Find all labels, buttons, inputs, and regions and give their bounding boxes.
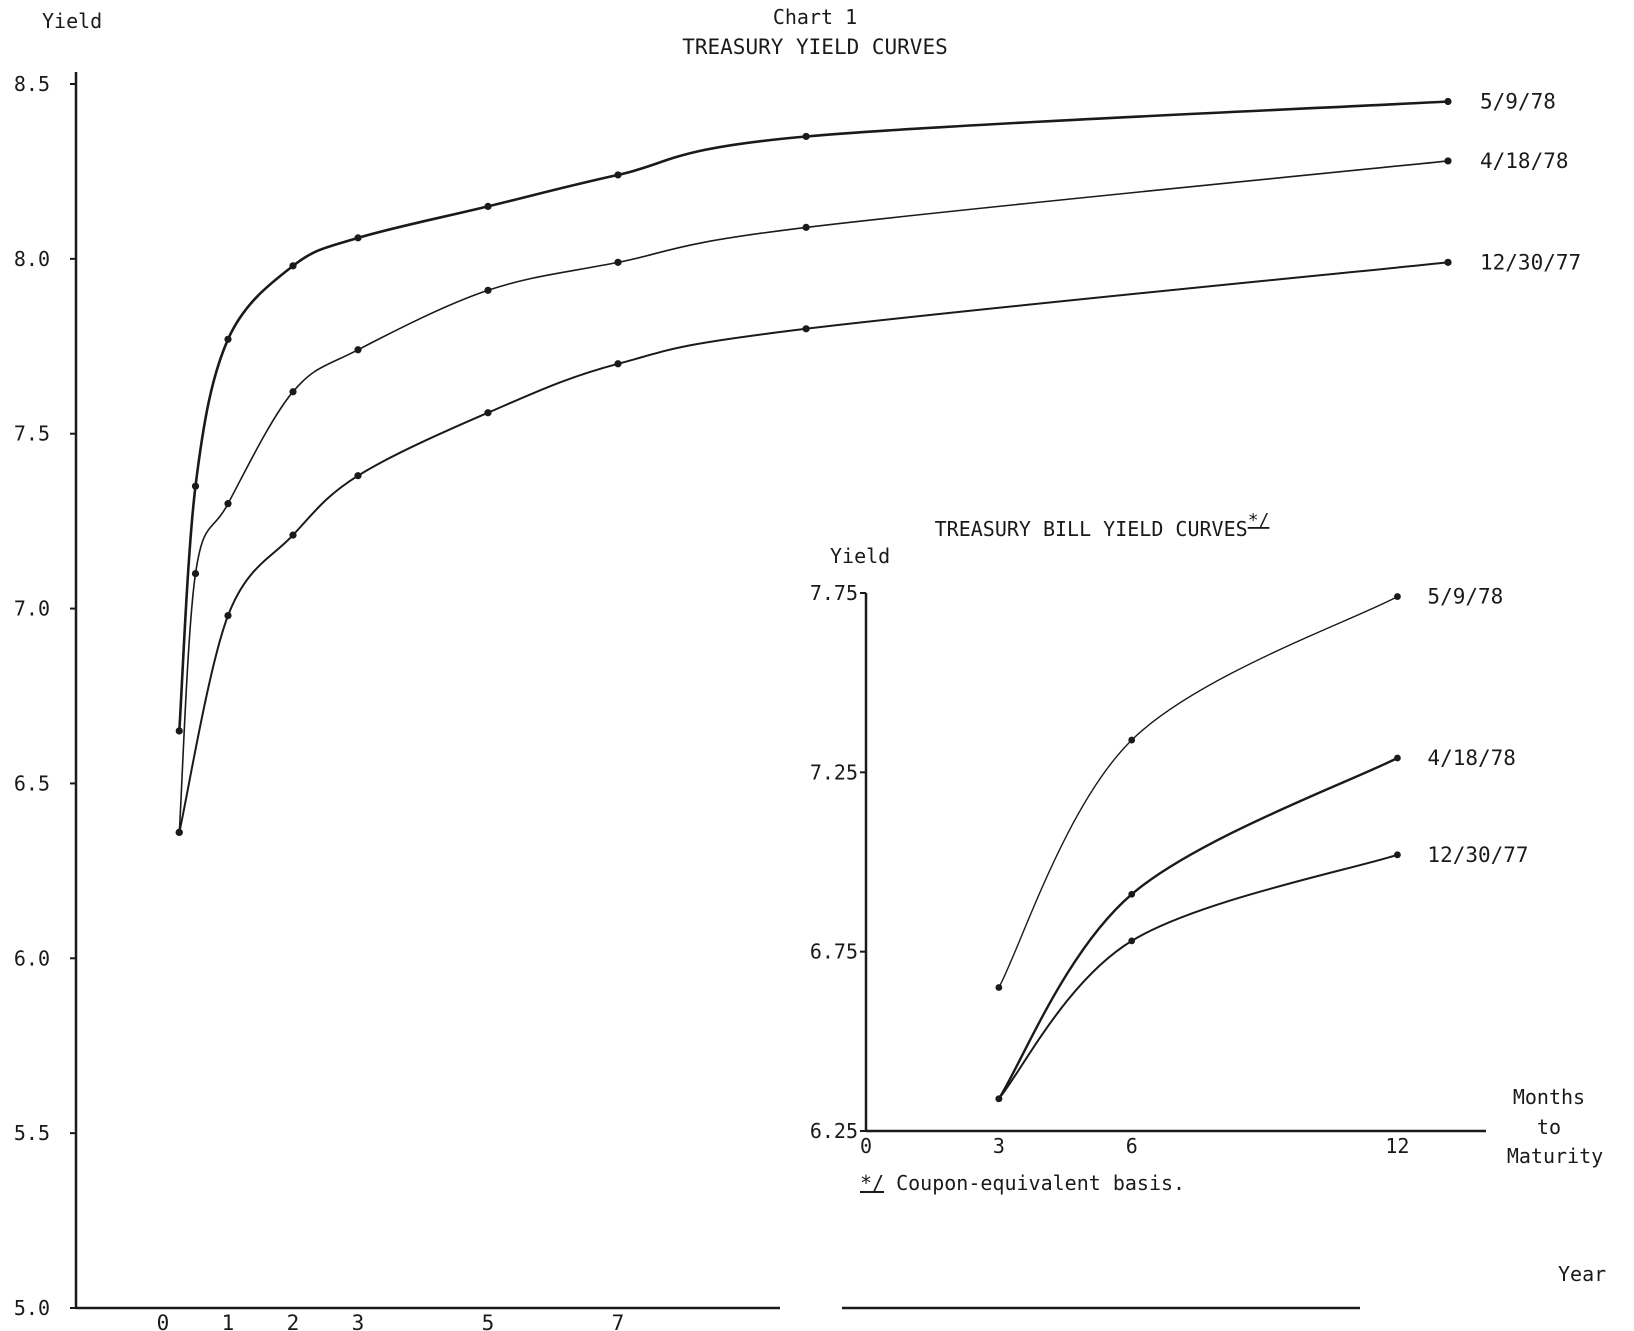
chart-title: TREASURY YIELD CURVES <box>682 35 948 59</box>
main-y-tick-label: 6.5 <box>14 771 50 795</box>
inset-y-tick-label: 6.25 <box>810 1119 858 1143</box>
main-series-line <box>178 261 1449 833</box>
footnote-marker: */ <box>860 1171 884 1195</box>
main-series-line <box>178 100 1449 732</box>
inset-series-label: 5/9/78 <box>1427 585 1503 609</box>
main-series-label: 4/18/78 <box>1480 149 1569 173</box>
main-data-point <box>614 258 622 266</box>
main-y-tick-label: 8.0 <box>14 247 50 271</box>
inset-x-axis-label-line-1: Months <box>1513 1085 1585 1109</box>
main-data-point <box>289 388 297 396</box>
inset-data-point <box>1128 937 1136 945</box>
main-series-label: 5/9/78 <box>1480 89 1556 113</box>
main-data-point <box>354 346 362 354</box>
inset-data-point <box>1128 890 1136 898</box>
main-x-tick-label: 1 <box>222 1311 235 1331</box>
main-data-point <box>802 223 810 231</box>
main-x-tick-label: 0 <box>157 1311 170 1331</box>
main-y-tick-label: 5.0 <box>14 1296 50 1320</box>
main-data-point <box>191 482 200 490</box>
main-y-tick-label: 5.5 <box>14 1121 50 1145</box>
inset-data-point <box>1394 851 1401 859</box>
inset-x-axis-label: Months to Maturity <box>1507 1085 1603 1168</box>
inset-y-axis-label: Yield <box>830 544 890 568</box>
main-y-tick-label: 8.5 <box>14 72 50 96</box>
inset-series-line <box>997 756 1398 1100</box>
main-y-axis-label: Yield <box>42 9 102 33</box>
inset-series-line <box>998 853 1398 1100</box>
main-y-tick-label: 6.0 <box>14 946 50 970</box>
inset-data-point <box>1128 736 1136 744</box>
main-data-point <box>802 325 810 333</box>
main-x-axis-label: Year <box>1558 1262 1606 1286</box>
main-data-point <box>354 472 362 480</box>
main-data-point <box>175 727 183 735</box>
inset-x-tick-label: 12 <box>1385 1134 1409 1158</box>
chart-number: Chart 1 <box>773 5 857 29</box>
inset-data-point <box>995 984 1003 991</box>
main-data-point <box>484 202 492 210</box>
main-y-tick-label: 7.0 <box>14 597 50 621</box>
footnote-text: Coupon-equivalent basis. <box>896 1171 1185 1195</box>
main-x-tick-label: 2 <box>287 1311 300 1331</box>
inset-y-tick-label: 7.75 <box>810 581 858 605</box>
inset-series-label: 12/30/77 <box>1427 843 1528 867</box>
main-data-point <box>614 171 622 179</box>
main-x-tick-label: 7 <box>612 1311 625 1331</box>
inset-series-line <box>998 595 1398 988</box>
main-x-tick-label: 5 <box>482 1311 495 1331</box>
main-data-point <box>1444 157 1452 165</box>
inset-title-footnote-marker: */ <box>1248 510 1270 531</box>
footnote: */ Coupon-equivalent basis. <box>860 1171 1185 1195</box>
inset-x-tick-label: 6 <box>1126 1134 1138 1158</box>
inset-bill-yield-chart: TREASURY BILL YIELD CURVES*/ Yield Month… <box>810 510 1603 1195</box>
main-data-point <box>484 409 492 417</box>
main-data-point <box>802 132 810 141</box>
main-data-point <box>1444 258 1452 266</box>
main-data-point <box>224 611 232 620</box>
main-data-point <box>289 262 297 270</box>
main-y-tick-label: 7.5 <box>14 422 50 446</box>
inset-data-point <box>1394 593 1401 600</box>
main-data-point <box>354 234 362 242</box>
main-data-point <box>289 531 297 539</box>
inset-x-axis-label-line-3: Maturity <box>1507 1144 1603 1168</box>
main-data-point <box>175 828 183 836</box>
main-data-point <box>191 570 200 578</box>
main-series-label: 12/30/77 <box>1480 250 1581 274</box>
inset-series-label: 4/18/78 <box>1427 746 1516 770</box>
inset-data-point <box>995 1095 1003 1103</box>
main-series-line <box>178 160 1449 833</box>
inset-y-tick-label: 7.25 <box>810 760 858 784</box>
main-data-point <box>1444 97 1452 106</box>
inset-x-axis-label-line-2: to <box>1537 1115 1561 1139</box>
main-data-point <box>224 500 232 508</box>
main-data-point <box>484 286 492 294</box>
main-x-tick-label: 3 <box>352 1311 365 1331</box>
inset-title: TREASURY BILL YIELD CURVES*/ <box>935 510 1270 541</box>
inset-data-point <box>1394 754 1401 762</box>
main-data-point <box>224 335 232 343</box>
inset-x-tick-label: 3 <box>993 1134 1005 1158</box>
inset-y-tick-label: 6.75 <box>810 940 858 964</box>
inset-x-tick-label: 0 <box>860 1134 872 1158</box>
main-data-point <box>614 360 622 368</box>
